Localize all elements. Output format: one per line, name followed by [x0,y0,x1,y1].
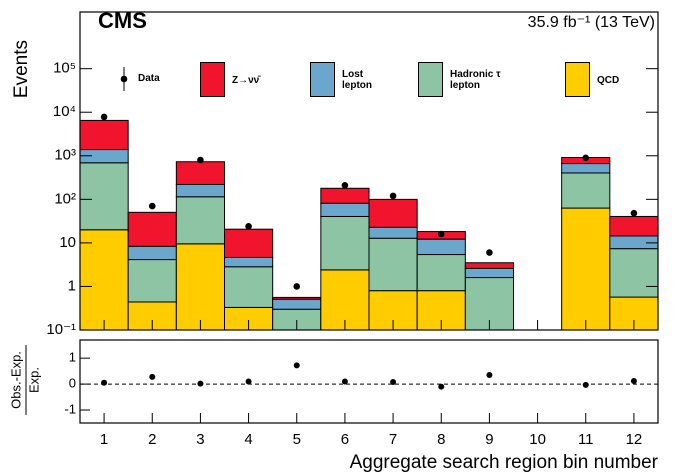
ratio-point [149,373,156,380]
plot-frame [79,11,659,331]
data-point [630,209,638,217]
bar-segment [320,202,370,217]
bar-segment [609,215,659,237]
bar-segment [175,196,225,245]
chart-subtitle: 35.9 fb⁻¹ (13 TeV) [528,14,655,31]
bar-segment [320,215,370,271]
x-tick-label: 2 [148,431,156,448]
data-point [389,192,397,200]
bar-segment [416,238,466,256]
legend-label: Data [138,73,160,84]
x-tick-label: 4 [244,431,252,448]
x-tick-label: 5 [293,431,301,448]
bar-segment [368,237,418,292]
legend-swatch [565,62,590,97]
bar-segment [272,298,322,310]
x-tick-label: 1 [100,431,108,448]
y-tick-label: 10⁴ [53,103,76,120]
ratio-point [341,378,348,385]
x-axis-label: Aggregate search region bin number [350,452,659,473]
y-tick-label: 10⁻¹ [46,321,76,338]
bar-segment [320,187,370,204]
y-axis-label: Events [11,40,32,98]
bar-segment [464,267,515,279]
ratio-label-numerator: Obs.-Exp. [8,351,23,409]
data-point [293,283,301,290]
bar-segment [175,161,225,185]
data-point [245,223,252,230]
legend-swatch [310,62,335,97]
bar-segment [609,248,659,298]
data-point [437,230,445,238]
bar-segment [127,245,177,261]
bar-segment [224,228,274,258]
x-tick-label: 11 [578,431,594,448]
bar-segment [272,296,322,300]
legend-label: Hadronic τ lepton [450,69,501,91]
y-tick-label: 10³ [54,147,76,164]
x-tick-label: 3 [196,431,204,448]
ratio-point [197,380,204,387]
bar-segment [127,259,177,303]
bar-segment [175,243,225,331]
x-tick-label: 10 [529,431,546,448]
legend-label: Z→νν̄ [232,74,260,86]
x-tick-label: 9 [485,431,493,448]
bar-segment [609,235,659,250]
bar-segment [561,207,611,331]
bar-segment [224,266,274,308]
legend-label: QCD [597,74,620,86]
y-tick-label: 1 [69,350,76,365]
ratio-frame [79,339,659,424]
bar-segment [224,256,274,268]
ratio-point [486,372,493,379]
y-tick-label: -1 [64,401,76,416]
y-tick-label: 10² [54,190,76,207]
bar-segment [127,211,177,247]
x-tick-label: 12 [626,431,643,448]
x-tick-label: 7 [389,431,397,448]
ratio-point [245,378,252,385]
ratio-point [293,362,300,369]
bar-segment [368,198,418,228]
ratio-point [101,379,108,386]
x-tick-label: 6 [341,431,349,448]
data-point [197,156,204,164]
legend-swatch [418,62,443,97]
bar-segment [79,119,129,151]
y-tick-label: 10 [59,234,76,251]
ratio-point [390,379,397,386]
ratio-point [582,381,589,388]
bar-segment [561,163,611,174]
y-tick-label: 10⁵ [53,60,76,77]
bar-segment [464,262,515,269]
bar-segment [79,162,129,231]
bar-segment [320,269,370,331]
data-point [582,154,590,162]
data-point [486,249,493,256]
data-point [341,181,349,189]
y-tick-label: 0 [69,376,76,391]
data-point [100,113,108,121]
bar-segment [175,183,225,198]
data-point [148,202,156,210]
legend-label: Lost lepton [342,69,372,91]
ratio-point [438,383,445,390]
ratio-point [630,377,637,384]
bar-segment [79,229,129,331]
legend-swatch [200,62,225,97]
y-tick-label: 1 [68,277,76,294]
bar-segment [561,172,611,209]
ratio-label-denominator: Exp. [26,367,41,393]
bar-segment [416,254,466,292]
x-tick-label: 8 [437,431,445,448]
bar-segment [368,226,418,239]
